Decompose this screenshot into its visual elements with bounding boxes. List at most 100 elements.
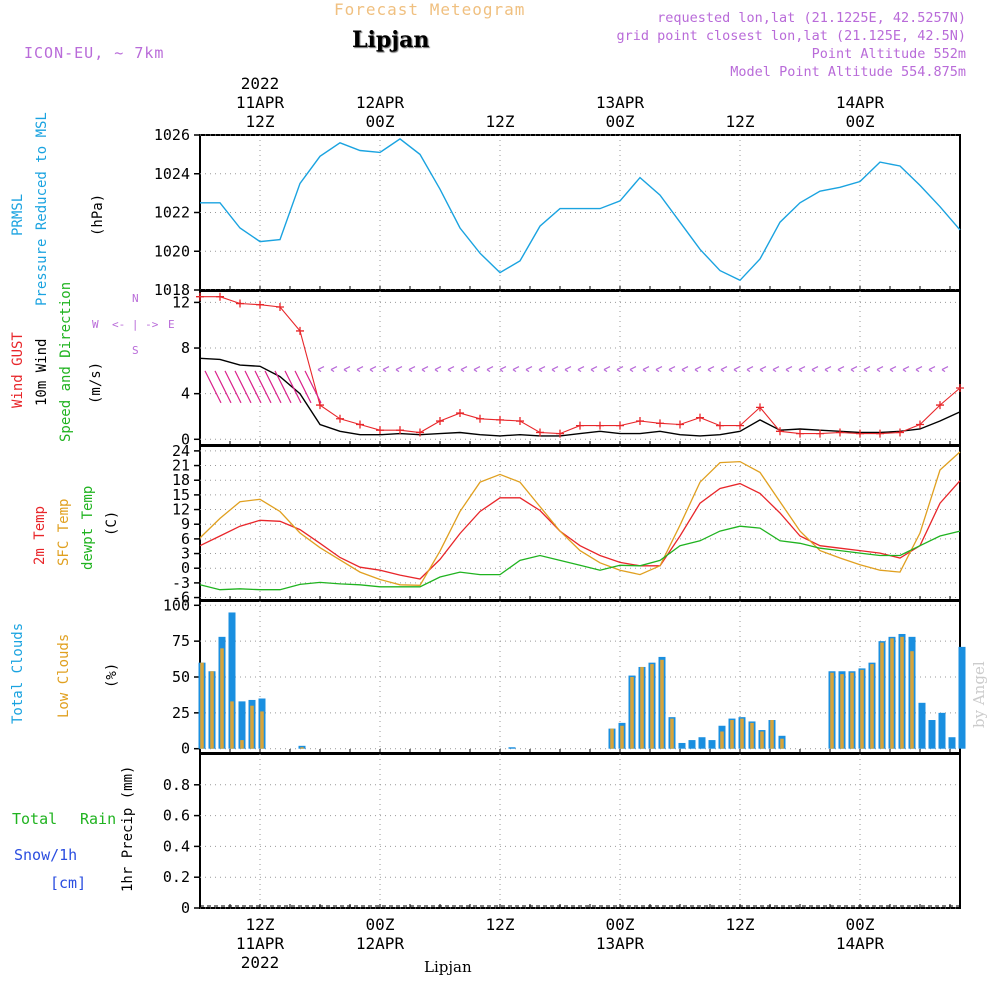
location-title: Lipjan: [352, 27, 430, 53]
wind-dir-arrow: [629, 366, 637, 373]
gust-marker-15: [496, 415, 504, 424]
gust-marker-22: [636, 417, 644, 426]
wind-dir-arrow: [343, 366, 351, 373]
low-cloud-bar-70: [900, 636, 904, 749]
ytick-label-pressure-1: 1020: [154, 242, 190, 260]
time-label-bottom-1-0: 00Z: [366, 915, 395, 934]
ytick-label-pressure-4: 1026: [154, 126, 190, 144]
model-altitude: Model Point Altitude 554.875m: [730, 64, 966, 80]
low-cloud-bar-63: [830, 672, 834, 749]
time-label-top-0-1: 11APR: [236, 93, 285, 112]
gust-marker-35: [896, 428, 904, 437]
compass-n: N: [132, 292, 139, 305]
ytick-label-pressure-3: 1024: [154, 165, 190, 183]
temp-2m-line: [199, 480, 961, 580]
temp-sfc-line: [199, 451, 961, 586]
wind-dir-arrow: [395, 366, 403, 373]
total-cloud-bar-74: [938, 712, 946, 749]
low-cloud-bar-42: [620, 725, 624, 749]
wind-dir-arrow: [785, 366, 793, 373]
low-cloud-bar-66: [860, 669, 864, 749]
ytick-label-temperature-10: 24: [172, 442, 190, 460]
wind-dir-arrow: [720, 366, 728, 373]
compass-w: W: [92, 318, 99, 331]
low-cloud-bar-57: [770, 720, 774, 749]
gust-marker-1: [216, 292, 224, 301]
ytick-label-clouds-3: 75: [172, 632, 190, 650]
wind-dir-arrow: [850, 366, 858, 373]
ytick-label-temperature-6: 12: [172, 501, 190, 519]
wind-dir-arrow: [317, 366, 325, 373]
total-cloud-bar-48: [678, 742, 686, 749]
ytick-label-temperature-2: 0: [181, 559, 190, 577]
wind-dir-arrow: [590, 366, 598, 373]
low-cloud-bar-46: [660, 659, 664, 749]
dewpt-line: [199, 525, 961, 591]
precip-label-snow: Snow/1h: [14, 846, 78, 864]
compass-e: E: [168, 318, 175, 331]
total-cloud-bar-31: [508, 747, 516, 749]
low-cloud-bar-6: [260, 711, 264, 749]
gust-marker-19: [576, 421, 584, 430]
wind-barb: [214, 370, 232, 404]
time-label-top-1-1: 00Z: [366, 112, 395, 131]
ytick-label-pressure-2: 1022: [154, 204, 190, 222]
wind-dir-arrow: [551, 366, 559, 373]
ytick-label-temperature-0: -6: [172, 589, 190, 607]
wind-dir-arrow: [473, 366, 481, 373]
gust-marker-2: [236, 299, 244, 308]
gust-marker-5: [296, 326, 304, 335]
time-label-top-2-0: 12Z: [486, 112, 515, 131]
model-label: ICON-EU, ~ 7km: [24, 44, 165, 62]
low-cloud-bar-67: [870, 664, 874, 749]
wind-dir-arrow: [486, 366, 494, 373]
total-cloud-bar-75: [948, 737, 956, 749]
ytick-label-pressure-0: 1018: [154, 281, 190, 299]
ytick-label-wind-1: 4: [181, 385, 190, 403]
gust-marker-9: [376, 426, 384, 435]
wind-dir-arrow: [369, 366, 377, 373]
total-cloud-bar-50: [698, 737, 706, 749]
panel-frame-precip: [199, 753, 961, 909]
wind-dir-arrow: [642, 366, 650, 373]
gust-marker-6: [316, 401, 324, 410]
wind-barb: [204, 370, 222, 404]
wind-dir-arrow: [421, 366, 429, 373]
ytick-label-temperature-3: 3: [181, 545, 190, 563]
time-label-bottom-3-1: 13APR: [596, 934, 645, 953]
gust-marker-30: [796, 429, 804, 438]
compass-s: S: [132, 344, 139, 357]
wind-barb: [264, 370, 282, 404]
wind-dir-arrow: [707, 366, 715, 373]
low-cloud-bar-69: [890, 638, 894, 749]
wind-dir-arrow: [876, 366, 884, 373]
wind-dir-arrow: [434, 366, 442, 373]
low-cloud-bar-5: [250, 705, 254, 749]
gust-marker-8: [356, 420, 364, 429]
total-cloud-bar-3: [228, 612, 236, 749]
wind10m-line: [199, 357, 961, 437]
wind-dir-arrow: [733, 366, 741, 373]
ytick-label-clouds-4: 100: [163, 596, 190, 614]
time-label-top-4-0: 12Z: [726, 112, 755, 131]
ytick-label-wind-3: 12: [172, 293, 190, 311]
ytick-label-wind-0: 0: [181, 430, 190, 448]
wind-barb: [274, 370, 292, 404]
gust-marker-23: [656, 419, 664, 428]
wind-dir-arrow: [408, 366, 416, 373]
time-label-top-5-0: 14APR: [836, 93, 885, 112]
wind-dir-arrow: [889, 366, 897, 373]
ytick-label-wind-2: 8: [181, 339, 190, 357]
gust-line: [200, 296, 961, 435]
footer-location: Lipjan: [424, 958, 472, 976]
precip-label-total: Total: [12, 810, 58, 828]
wind-dir-arrow: [915, 366, 923, 373]
wind-dir-arrow: [863, 366, 871, 373]
time-label-top-1-0: 12APR: [356, 93, 405, 112]
wind-dir-arrow: [512, 366, 520, 373]
gust-marker-38: [956, 383, 964, 392]
wind-dir-arrow: [382, 366, 390, 373]
time-label-bottom-3-0: 00Z: [606, 915, 635, 934]
panel-frame-temperature: [199, 445, 961, 601]
